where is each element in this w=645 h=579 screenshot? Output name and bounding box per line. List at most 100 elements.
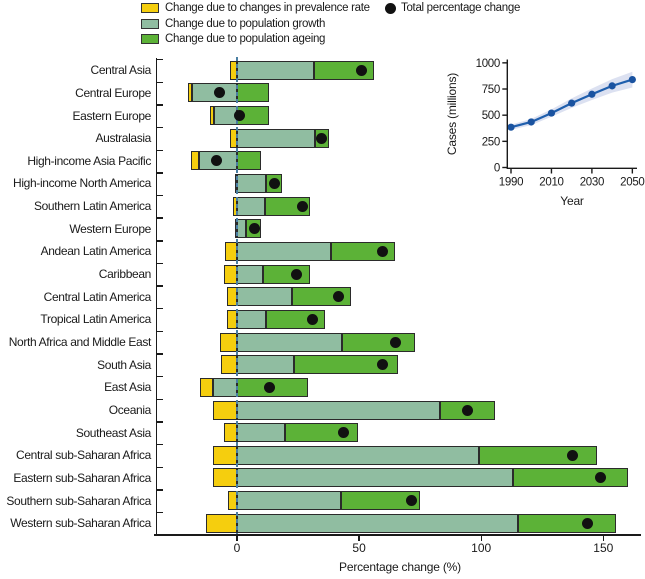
bar-segment-prevalence <box>212 445 237 465</box>
bar-segment-growth <box>237 219 246 239</box>
total-dot <box>595 472 607 484</box>
x-axis-tick-label: 50 <box>352 541 366 555</box>
category-label: Central Latin America <box>43 289 152 304</box>
bar-segment-growth <box>237 264 263 284</box>
bar-segment-growth <box>212 377 237 397</box>
category-label: Oceania <box>108 403 152 418</box>
total-dot <box>210 155 222 167</box>
total-dot <box>390 336 402 348</box>
x-axis-tick <box>358 534 360 541</box>
inset-x-axis-title: Year <box>560 194 584 208</box>
bar-segment-ageing <box>512 468 628 488</box>
y-axis-tick <box>156 81 163 83</box>
category-label: Western Europe <box>69 221 151 236</box>
bar-segment-prevalence <box>210 106 214 125</box>
inset-axes <box>506 59 637 169</box>
category-label: Eastern sub-Saharan Africa <box>13 470 151 485</box>
bar-segment-prevalence <box>221 355 237 375</box>
total-dot <box>376 245 388 257</box>
category-label: Eastern Europe <box>72 108 152 123</box>
y-axis-tick <box>156 398 163 401</box>
category-label: Tropical Latin America <box>40 312 151 327</box>
data-point-marker <box>588 90 596 98</box>
inset-x-tick-label: 2050 <box>620 177 644 189</box>
bar-segment-prevalence <box>223 264 237 284</box>
inset-y-tick-label: 750 <box>482 84 500 96</box>
y-axis-tick <box>156 330 163 333</box>
total-dot <box>462 404 474 416</box>
bar-segment-growth <box>237 491 341 511</box>
bar-segment-prevalence <box>223 423 237 443</box>
y-axis-tick <box>156 353 163 355</box>
x-axis-tick <box>236 534 238 541</box>
total-dot <box>356 64 368 76</box>
data-point-marker <box>568 99 576 107</box>
bar-segment-ageing <box>342 332 416 352</box>
y-axis-tick <box>156 376 163 378</box>
total-dot <box>269 177 281 189</box>
bar-segment-prevalence <box>190 151 200 171</box>
bar-segment-prevalence <box>212 400 237 420</box>
category-label: Central Europe <box>75 85 151 100</box>
bar-segment-ageing <box>237 83 269 103</box>
bar-segment-growth <box>237 468 513 488</box>
data-point-marker <box>628 75 636 84</box>
legend-swatch-ageing <box>141 34 159 44</box>
total-dot <box>332 291 344 303</box>
bar-segment-ageing <box>262 264 311 284</box>
y-axis-tick <box>156 421 163 423</box>
y-axis-tick <box>156 512 163 514</box>
total-dot <box>315 132 327 144</box>
data-point-marker <box>547 109 556 117</box>
x-axis-tick <box>602 534 604 541</box>
legend-total-dot-icon <box>385 2 396 14</box>
inset-y-tick-label: 1000 <box>476 58 500 70</box>
legend-swatch-growth <box>141 18 159 29</box>
category-label: Southern Latin America <box>33 199 151 214</box>
bar-segment-ageing <box>237 151 262 171</box>
bar-segment-growth <box>237 287 292 307</box>
inset-line-chart: 0 250 500 750 1000 1990 2010 2030 2050 Year Cases … <box>445 58 645 208</box>
category-label: High-income Asia Pacific <box>27 153 151 168</box>
y-axis-tick <box>156 149 163 151</box>
y-axis-tick <box>156 217 163 219</box>
inset-y-axis-title: Cases (millions) <box>445 73 459 155</box>
bar-segment-growth <box>237 128 316 148</box>
bar-segment-ageing <box>294 355 399 375</box>
category-label: Central Asia <box>90 63 152 78</box>
category-label: East Asia <box>104 380 151 395</box>
y-axis-tick <box>156 104 163 106</box>
inset-y-tick-label: 250 <box>482 136 500 148</box>
total-dot <box>567 449 579 461</box>
legend-label-total: Total percentage change <box>401 2 521 14</box>
bar-segment-ageing <box>340 491 421 511</box>
legend-label-prevalence: Change due to changes in prevalence rate <box>165 2 370 14</box>
x-axis-tick-label: 150 <box>593 541 614 555</box>
y-axis-tick <box>156 489 163 491</box>
category-label: North Africa and Middle East <box>8 335 152 350</box>
category-label: Western sub-Saharan Africa <box>10 516 151 531</box>
total-dot <box>376 359 388 371</box>
x-axis-tick <box>480 534 482 541</box>
x-axis-tick-label: 0 <box>233 541 241 555</box>
total-dot <box>214 87 226 99</box>
y-axis-line <box>156 58 158 535</box>
bar-segment-growth <box>237 423 285 443</box>
y-axis-tick <box>156 262 163 265</box>
category-label: Caribbean <box>98 267 152 282</box>
legend-label-growth: Change due to population growth <box>165 17 326 30</box>
bar-segment-prevalence <box>200 377 213 397</box>
zero-dashed-line <box>236 57 238 535</box>
inset-x-tick-label: 2010 <box>539 177 563 189</box>
bar-segment-ageing <box>478 445 598 465</box>
category-label: Andean Latin America <box>40 244 152 259</box>
total-dot <box>233 110 245 121</box>
bar-segment-prevalence <box>206 513 237 533</box>
bar-segment-growth <box>237 241 332 261</box>
y-axis-tick <box>156 172 163 174</box>
x-axis-line <box>154 534 641 536</box>
inset-x-tick-label: 1990 <box>499 177 523 189</box>
legend-label-ageing: Change due to population ageing <box>165 33 326 45</box>
